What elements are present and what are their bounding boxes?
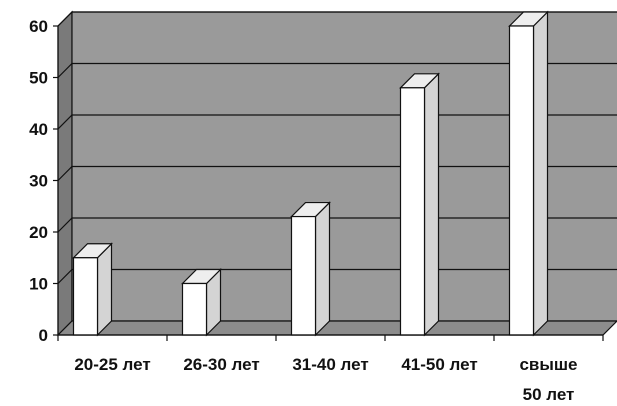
- bar: [290, 215, 317, 336]
- y-tick-label: 30: [29, 172, 48, 191]
- gridline-50: [57, 62, 617, 78]
- y-tick-label: 50: [29, 69, 48, 88]
- bar-side: [423, 72, 440, 337]
- x-category-label: 41-50 лет: [401, 355, 477, 374]
- gridline-60: [57, 11, 617, 27]
- bar-side: [96, 242, 113, 337]
- y-tick-label: 60: [29, 17, 48, 36]
- y-tick-label: 20: [29, 223, 48, 242]
- bar-side: [532, 10, 549, 337]
- gridline-10: [57, 268, 617, 284]
- bar: [508, 25, 535, 336]
- bar: [399, 87, 426, 336]
- gridline-30: [57, 165, 617, 181]
- gridline-20: [57, 217, 617, 233]
- y-tick-label: 40: [29, 120, 48, 139]
- bar: [181, 282, 208, 336]
- x-category-label: свыше: [519, 355, 577, 374]
- gridline-40: [57, 114, 617, 130]
- x-category-label: 20-25 лет: [74, 355, 150, 374]
- y-tick-label: 10: [29, 275, 48, 294]
- x-category-label: 31-40 лет: [292, 355, 368, 374]
- y-tick-label: 0: [39, 326, 48, 345]
- bar-side: [314, 201, 331, 337]
- bar: [72, 257, 99, 336]
- x-category-label: 26-30 лет: [183, 355, 259, 374]
- x-category-label: 50 лет: [523, 385, 575, 404]
